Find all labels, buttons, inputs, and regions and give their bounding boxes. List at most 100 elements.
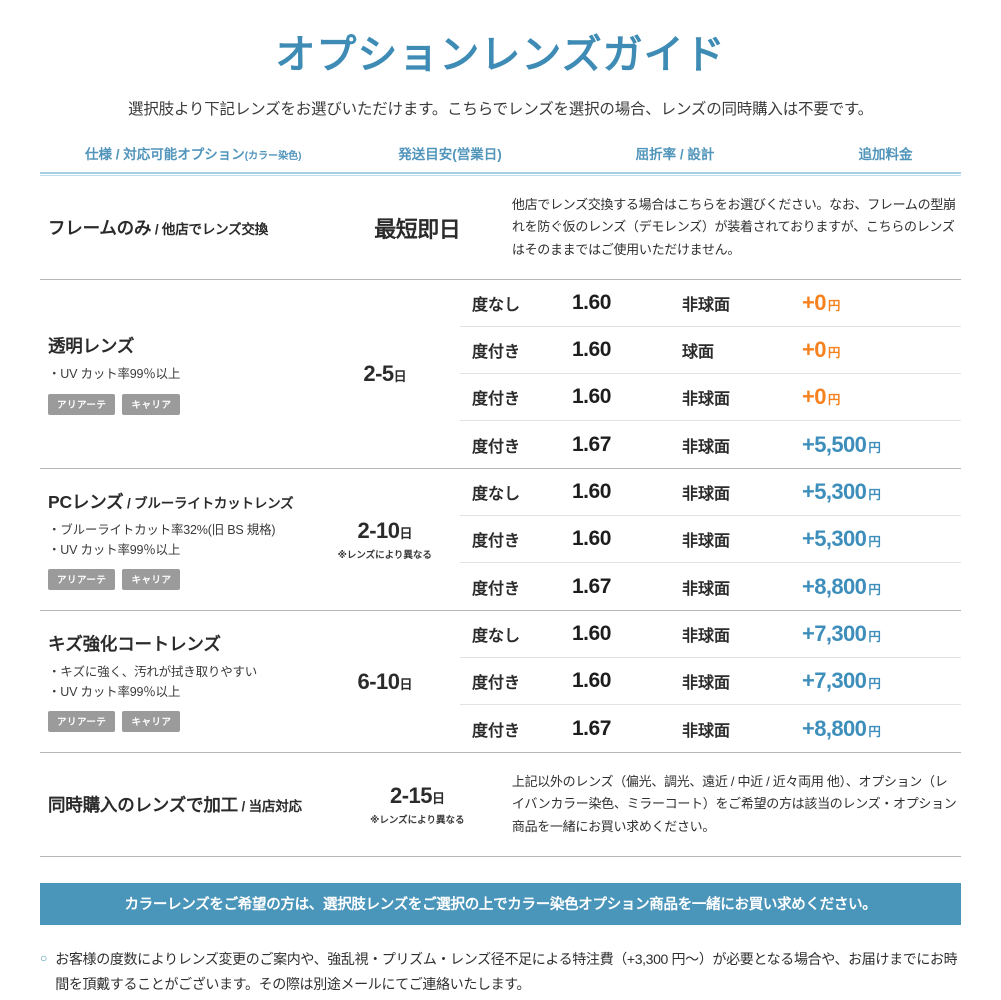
table-row[interactable]: 度付き 1.67 非球面 +5,500 円 xyxy=(460,421,961,468)
table-row[interactable]: 度なし 1.60 非球面 +7,300 円 xyxy=(460,611,961,659)
shipping-estimate: 2-15日 xyxy=(390,783,445,809)
refractive-index: 1.60 xyxy=(572,527,611,551)
shipping-note: ※レンズにより異なる xyxy=(337,550,432,562)
price-currency: 円 xyxy=(868,724,881,739)
prescription-type: 度付き xyxy=(472,533,521,551)
lens-name-sub: / 当店対応 xyxy=(237,799,303,815)
footer-note-item: ○ お客様の度数によりレンズ変更のご案内や、強乱視・プリズム・レンズ径不足による特… xyxy=(40,947,961,997)
shipping-estimate: 2-5日 xyxy=(363,361,406,387)
lens-name: 同時購入のレンズで加工 / 当店対応 xyxy=(48,792,331,817)
option-badge[interactable]: キャリア xyxy=(122,393,181,415)
option-badges: アリアーテ キャリア xyxy=(48,568,306,590)
price-amount: +5,300 xyxy=(802,526,867,552)
additional-price: +5,500 円 xyxy=(802,432,961,458)
lens-name-main: PCレンズ xyxy=(48,492,124,513)
price-rows: 度なし 1.60 非球面 +7,300 円度付き 1.60 非球面 +7,300 円度付き 1.6… xyxy=(460,611,961,752)
lens-design: 非球面 xyxy=(682,438,731,456)
lens-name: キズ強化コートレンズ xyxy=(48,631,306,656)
refractive-index: 1.60 xyxy=(572,669,611,693)
shipping-note: ※レンズにより異なる xyxy=(370,815,465,827)
additional-price: +7,300 円 xyxy=(802,621,961,647)
circle-bullet-icon: ○ xyxy=(40,951,48,966)
price-currency: 円 xyxy=(827,393,841,408)
shipping-days: 6-10 xyxy=(357,668,400,694)
prescription-type: 度付き xyxy=(472,438,521,456)
option-badge[interactable]: アリアーテ xyxy=(48,710,116,732)
lens-section-simultaneous-purchase: 同時購入のレンズで加工 / 当店対応 2-15日 ※レンズにより異なる 上記以外のレン… xyxy=(40,753,961,858)
additional-price: +7,300 円 xyxy=(802,668,961,694)
lens-name-sub: / ブルーライトカットレンズ xyxy=(123,496,294,512)
table-row[interactable]: 度なし 1.60 非球面 +0 円 xyxy=(460,280,961,328)
prescription-type: 度なし xyxy=(472,297,521,315)
price-amount: +8,800 xyxy=(802,573,867,599)
shipping-days: 最短即日 xyxy=(374,216,461,242)
lens-section-scratch-coat-lens: キズ強化コートレンズ・キズに強く、汚れが拭き取りやすい ・UV カット率99％以上… xyxy=(40,611,961,754)
option-badge[interactable]: キャリア xyxy=(122,568,181,590)
option-badge[interactable]: アリアーテ xyxy=(48,393,116,415)
shipping-unit: 日 xyxy=(432,791,445,807)
refractive-index: 1.60 xyxy=(572,385,611,409)
refractive-index: 1.60 xyxy=(572,338,611,362)
spec-cell: フレームのみ / 他店でレンズ交換 xyxy=(40,176,335,279)
table-row[interactable]: 度付き 1.67 非球面 +8,800 円 xyxy=(460,705,961,752)
lens-name-main: フレームのみ xyxy=(48,218,152,239)
feature-item: ・キズに強く、汚れが拭き取りやすい xyxy=(48,665,258,680)
lens-name-sub: / 他店でレンズ交換 xyxy=(151,222,269,238)
page-subtitle: 選択肢より下記レンズをお選びいただけます。こちらでレンズを選択の場合、レンズの同… xyxy=(128,101,873,118)
price-currency: 円 xyxy=(868,582,881,597)
price-amount: +7,300 xyxy=(802,668,867,694)
additional-price: +8,800 円 xyxy=(802,574,961,600)
page-title: オプションレンズガイド xyxy=(275,33,726,77)
spec-cell: キズ強化コートレンズ・キズに強く、汚れが拭き取りやすい ・UV カット率99％以上… xyxy=(40,611,310,752)
table-row[interactable]: 度付き 1.60 非球面 +7,300 円 xyxy=(460,658,961,706)
price-amount: +5,500 xyxy=(802,431,867,457)
shipping-unit: 日 xyxy=(399,526,413,542)
footer-notes: ○ お客様の度数によりレンズ変更のご案内や、強乱視・プリズム・レンズ径不足による特… xyxy=(40,947,961,1000)
column-header-extra-fee: 追加料金 xyxy=(858,147,913,162)
lens-name-main: キズ強化コートレンズ xyxy=(48,634,221,655)
option-badge[interactable]: キャリア xyxy=(122,710,181,732)
price-currency: 円 xyxy=(868,630,881,645)
spec-cell: 同時購入のレンズで加工 / 当店対応 xyxy=(40,753,335,856)
table-row[interactable]: 度付き 1.60 球面 +0 円 xyxy=(460,327,961,375)
lens-name: PCレンズ / ブルーライトカットレンズ xyxy=(48,489,306,514)
additional-price: +0 円 xyxy=(802,290,961,316)
shipping-cell: 2-15日 ※レンズにより異なる xyxy=(335,753,500,856)
header-divider xyxy=(40,172,961,176)
table-row[interactable]: 度なし 1.60 非球面 +5,300 円 xyxy=(460,469,961,517)
option-badge[interactable]: アリアーテ xyxy=(48,568,116,590)
price-amount: +0 xyxy=(802,290,826,316)
lens-design: 非球面 xyxy=(682,628,731,646)
table-row[interactable]: 度付き 1.60 非球面 +5,300 円 xyxy=(460,516,961,564)
feature-list: ・キズに強く、汚れが拭き取りやすい ・UV カット率99％以上 xyxy=(48,663,306,702)
lens-design: 非球面 xyxy=(682,533,731,551)
shipping-cell: 2-5日 xyxy=(310,280,460,468)
price-amount: +0 xyxy=(802,337,826,363)
shipping-unit: 日 xyxy=(399,676,413,692)
table-row[interactable]: 度付き 1.60 非球面 +0 円 xyxy=(460,374,961,422)
shipping-days: 2-5 xyxy=(363,361,394,387)
lens-name-main: 透明レンズ xyxy=(48,336,135,357)
price-currency: 円 xyxy=(868,535,881,550)
price-currency: 円 xyxy=(868,677,881,692)
lens-design: 非球面 xyxy=(682,391,731,409)
additional-price: +5,300 円 xyxy=(802,526,961,552)
table-column-headers: 仕様 / 対応可能オプション(カラー染色) 発送目安(営業日) 屈折率 / 設計… xyxy=(40,143,961,172)
price-rows: 度なし 1.60 非球面 +0 円度付き 1.60 球面 +0 円度付き 1.60 非球面 +0 円度付… xyxy=(460,280,961,468)
shipping-estimate: 6-10日 xyxy=(357,669,412,695)
footer-note-text: お客様の度数によりレンズ変更のご案内や、強乱視・プリズム・レンズ径不足による特注… xyxy=(55,951,958,993)
lens-section-clear-lens: 透明レンズ ・UV カット率99％以上 アリアーテ キャリア 2-5日 度なし 1.60 非球… xyxy=(40,280,961,470)
feature-list: ・UV カット率99％以上 xyxy=(48,365,306,384)
column-header-shipping: 発送目安(営業日) xyxy=(398,147,502,162)
price-currency: 円 xyxy=(827,299,841,314)
lens-design: 非球面 xyxy=(682,580,731,598)
price-amount: +5,300 xyxy=(802,479,867,505)
column-header-spec-paren: (カラー染色) xyxy=(244,151,302,162)
price-currency: 円 xyxy=(868,488,881,503)
lens-name: 透明レンズ xyxy=(48,333,306,358)
prescription-type: 度付き xyxy=(472,722,521,740)
feature-item: ・UV カット率99％以上 xyxy=(48,542,181,557)
refractive-index: 1.60 xyxy=(572,622,611,646)
table-row[interactable]: 度付き 1.67 非球面 +8,800 円 xyxy=(460,563,961,610)
